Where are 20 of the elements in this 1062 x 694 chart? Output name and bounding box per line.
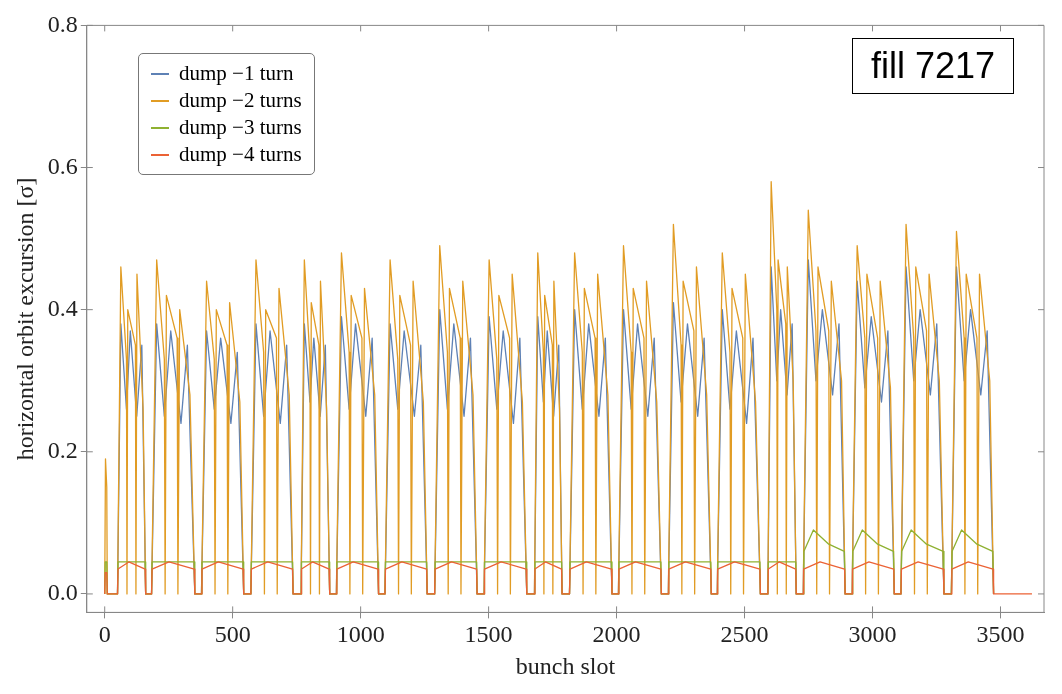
- x-tick-label: 0: [98, 621, 111, 648]
- y-tick-label: 0.0: [47, 579, 78, 606]
- x-axis-title: bunch slot: [515, 652, 616, 679]
- legend-label: dump −2 turns: [179, 87, 302, 114]
- x-tick-label: 2500: [720, 621, 769, 648]
- annotation: fill 7217: [851, 38, 1014, 94]
- y-axis-title: horizontal orbit excursion [σ]: [11, 177, 38, 461]
- x-tick-label: 3500: [976, 621, 1025, 648]
- x-tick-label: 3000: [848, 621, 897, 648]
- legend-label: dump −1 turn: [179, 60, 294, 87]
- x-tick-label: 500: [214, 621, 251, 648]
- legend-label: dump −4 turns: [179, 141, 302, 168]
- x-tick-label: 1500: [464, 621, 513, 648]
- y-tick-label: 0.8: [47, 10, 78, 37]
- x-tick-label: 2000: [592, 621, 641, 648]
- legend-label: dump −3 turns: [179, 114, 302, 141]
- y-tick-label: 0.4: [47, 294, 78, 321]
- y-tick-label: 0.2: [47, 437, 78, 464]
- x-tick-label: 1000: [336, 621, 385, 648]
- y-tick-label: 0.6: [47, 152, 78, 179]
